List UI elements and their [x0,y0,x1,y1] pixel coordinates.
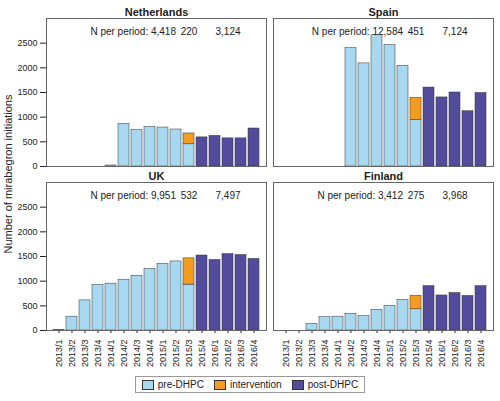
svg-text:2015/1: 2015/1 [385,340,395,368]
svg-text:2014/1: 2014/1 [333,340,343,368]
svg-text:2014/4: 2014/4 [145,340,155,368]
svg-text:2500: 2500 [17,38,37,48]
svg-text:2016/1: 2016/1 [210,340,220,368]
svg-text:3,968: 3,968 [442,190,467,201]
svg-text:2016/1: 2016/1 [437,340,447,368]
svg-text:451: 451 [408,26,425,37]
svg-text:N per period: 3,412: N per period: 3,412 [317,190,403,201]
svg-text:2014/2: 2014/2 [119,340,129,368]
svg-text:N per period: 12,584: N per period: 12,584 [312,26,404,37]
svg-text:2015/2: 2015/2 [398,340,408,368]
svg-text:2000: 2000 [17,227,37,237]
svg-text:500: 500 [22,301,37,311]
svg-text:Spain: Spain [369,6,399,18]
svg-text:2013/1: 2013/1 [281,340,291,368]
svg-text:3,124: 3,124 [215,26,240,37]
svg-text:1500: 1500 [17,251,37,261]
svg-text:2014/3: 2014/3 [132,340,142,368]
svg-text:2013/3: 2013/3 [307,340,317,368]
svg-text:220: 220 [181,26,198,37]
svg-text:2014/4: 2014/4 [372,340,382,368]
svg-text:Finland: Finland [364,170,403,182]
html-text:post-DHPC: post-DHPC [307,379,359,390]
svg-text:2013/4: 2013/4 [320,340,330,368]
svg-text:2015/2: 2015/2 [171,340,181,368]
svg-text:0: 0 [32,325,37,335]
svg-text:2015/1: 2015/1 [158,340,168,368]
svg-text:2016/2: 2016/2 [450,340,460,368]
svg-text:2016/3: 2016/3 [236,340,246,368]
svg-text:2015/4: 2015/4 [197,340,207,368]
svg-text:275: 275 [408,190,425,201]
svg-text:0: 0 [32,161,37,171]
svg-text:2013/2: 2013/2 [67,340,77,368]
svg-text:1000: 1000 [17,276,37,286]
svg-text:7,124: 7,124 [442,26,467,37]
svg-text:2013/4: 2013/4 [93,340,103,368]
html-text:pre-DHPC: pre-DHPC [157,379,204,390]
svg-text:2015/3: 2015/3 [411,340,421,368]
svg-text:UK: UK [149,170,165,182]
svg-text:7,497: 7,497 [215,190,240,201]
svg-text:2500: 2500 [17,202,37,212]
svg-text:2016/4: 2016/4 [476,340,486,368]
svg-text:2015/3: 2015/3 [184,340,194,368]
svg-text:2016/3: 2016/3 [463,340,473,368]
svg-text:2015/4: 2015/4 [424,340,434,368]
svg-text:N per period: 9,951: N per period: 9,951 [90,190,176,201]
svg-text:1000: 1000 [17,112,37,122]
svg-text:2016/4: 2016/4 [249,340,259,368]
svg-text:2014/3: 2014/3 [359,340,369,368]
svg-text:2013/1: 2013/1 [54,340,64,368]
svg-text:1500: 1500 [17,87,37,97]
html-text:Number of mirabegron initiatio: Number of mirabegron initiations [2,94,14,254]
svg-text:2014/2: 2014/2 [346,340,356,368]
svg-text:2013/2: 2013/2 [294,340,304,368]
svg-text:532: 532 [181,190,198,201]
svg-text:2013/3: 2013/3 [80,340,90,368]
svg-text:Netherlands: Netherlands [125,6,189,18]
html-text:intervention: intervention [229,379,282,390]
svg-text:2000: 2000 [17,63,37,73]
svg-text:2016/2: 2016/2 [223,340,233,368]
svg-text:500: 500 [22,137,37,147]
svg-text:N per period: 4,418: N per period: 4,418 [90,26,176,37]
svg-text:2014/1: 2014/1 [106,340,116,368]
